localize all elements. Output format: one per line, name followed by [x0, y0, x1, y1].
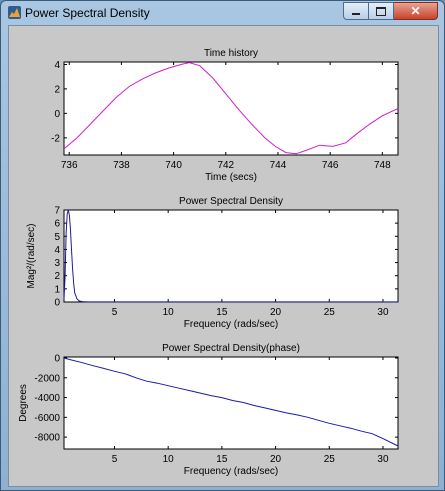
y-tick-label: 7	[54, 206, 60, 217]
window-title: Power Spectral Density	[25, 6, 150, 20]
figure-canvas: Time history 736 738 740 742 744 746 748 -2 0 2 4 Ti…	[8, 25, 439, 487]
x-tick-label: 5	[112, 454, 118, 465]
matlab-app-icon	[8, 6, 21, 19]
y-tick-label: 3	[54, 258, 60, 269]
x-tick-label: 748	[374, 160, 391, 171]
minimize-button[interactable]	[343, 2, 369, 20]
chart-title: Time history	[204, 48, 258, 59]
x-tick-label: 30	[377, 454, 389, 465]
chart-1: Time history 736 738 740 742 744 746 748 -2 0 2 4 Ti…	[51, 48, 399, 183]
x-tick-label: 30	[377, 307, 389, 318]
y-tick-label: 2	[54, 271, 60, 282]
y-tick-label: 0	[54, 353, 60, 364]
x-tick-label: 10	[163, 307, 175, 318]
series-line-1	[63, 62, 399, 155]
x-tick-label: 25	[324, 454, 336, 465]
y-tick-label: -6000	[34, 413, 60, 424]
y-tick-label: -8000	[34, 433, 60, 444]
y-tick-label: 6	[54, 219, 60, 230]
x-tick-label: 20	[270, 454, 282, 465]
x-tick-label: 20	[270, 307, 282, 318]
y-tick-label: 5	[54, 232, 60, 243]
x-tick-label: 742	[217, 160, 234, 171]
chart-3: Power Spectral Density(phase) 5 10 15 20 25 30…	[18, 343, 399, 477]
y-tick-label: 1	[54, 284, 60, 295]
close-button[interactable]: ✕	[394, 2, 438, 20]
x-tick-label: 5	[112, 307, 118, 318]
title-bar[interactable]: Power Spectral Density ✕	[1, 1, 444, 25]
y-tick-label: -2000	[34, 373, 60, 384]
x-axis-label: Frequency (rads/sec)	[184, 466, 278, 477]
y-tick-label: -2	[51, 133, 60, 144]
plot-area	[63, 209, 399, 303]
plot-area	[63, 61, 399, 156]
y-tick-label: 0	[54, 109, 60, 120]
window-controls: ✕	[343, 2, 438, 20]
maximize-button[interactable]	[369, 2, 394, 20]
x-tick-label: 25	[324, 307, 336, 318]
y-tick-label: 0	[54, 298, 60, 309]
x-tick-label: 15	[216, 307, 228, 318]
x-tick-label: 740	[165, 160, 182, 171]
y-tick-label: 4	[54, 60, 60, 71]
x-tick-label: 10	[163, 454, 175, 465]
y-tick-label: -4000	[34, 393, 60, 404]
x-tick-label: 15	[216, 454, 228, 465]
x-tick-label: 738	[113, 160, 130, 171]
chart-2: Power Spectral Density 5 10 15 20 25 30 0 1 2 3 4 5 6…	[26, 196, 399, 330]
x-tick-label: 744	[270, 160, 287, 171]
chart-title: Power Spectral Density	[179, 196, 283, 207]
series-line-1	[63, 357, 399, 447]
x-tick-label: 746	[322, 160, 339, 171]
y-tick-label: 2	[54, 84, 60, 95]
x-axis-label: Frequency (rads/sec)	[184, 319, 278, 330]
maximize-icon	[376, 6, 386, 16]
close-icon: ✕	[410, 4, 421, 18]
series-line-1	[63, 209, 398, 303]
y-axis-label: Degrees	[18, 384, 29, 422]
y-axis-label: Mag²/(rad/sec)	[26, 223, 37, 288]
chart-title: Power Spectral Density(phase)	[162, 343, 300, 354]
y-tick-label: 4	[54, 245, 60, 256]
x-tick-label: 736	[61, 160, 78, 171]
minimize-icon	[352, 13, 360, 15]
x-axis-label: Time (secs)	[205, 172, 257, 183]
